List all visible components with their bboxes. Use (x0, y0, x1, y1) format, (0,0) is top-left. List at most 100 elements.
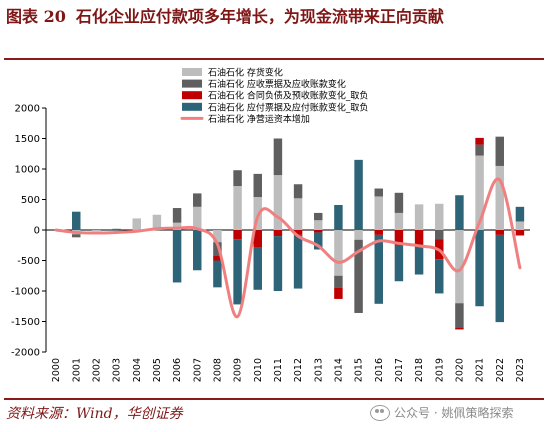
x-tick-label: 2022 (495, 358, 506, 382)
chart-axes: -2000 -1500 -1000 -500 0 500 1000 1500 2000 2000 2… (11, 104, 530, 382)
bar-segment (334, 275, 343, 288)
footer-divider (4, 398, 544, 400)
y-tick-label: 2000 (15, 104, 40, 115)
bar-segment (233, 230, 242, 240)
bar-segment (394, 245, 404, 282)
x-tick-label: 2019 (434, 358, 445, 382)
figure-title: 图表 20 石化企业应付款项多年增长，为现金流带来正向贡献 (6, 4, 546, 29)
x-tick-label: 2011 (273, 358, 284, 382)
x-tick-label: 2017 (394, 358, 405, 382)
bar-segment (273, 138, 283, 176)
y-tick-label: 0 (34, 226, 40, 237)
x-tick-label: 2009 (233, 358, 244, 382)
bar-segment (435, 203, 444, 230)
bar-segment (334, 204, 343, 230)
legend-swatch (182, 79, 202, 88)
bar-segment (233, 170, 242, 187)
x-tick-label: 2005 (152, 358, 163, 382)
bar-segment (72, 211, 81, 230)
x-tick-label: 2008 (212, 358, 223, 382)
bar-segment (515, 221, 525, 230)
bar-segment (213, 230, 222, 243)
bar-segment (112, 228, 121, 230)
bar-segment (515, 206, 525, 222)
chart-line (54, 177, 522, 319)
bar-segment (314, 230, 323, 233)
wechat-icon (370, 404, 390, 421)
bar-segment (314, 212, 323, 221)
bar-segment (414, 245, 424, 275)
bar-segment (374, 234, 383, 304)
bar-segment (273, 236, 283, 291)
x-tick-label: 2010 (253, 358, 264, 382)
bar-segment (515, 230, 525, 236)
legend-label: 石油石化 存货变化 (208, 67, 283, 79)
legend-swatch (182, 91, 202, 100)
bar-segment (253, 230, 262, 248)
bar-segment (293, 230, 303, 235)
y-tick-label: -1500 (11, 317, 40, 328)
bar-segment (213, 260, 222, 288)
x-tick-label: 2014 (333, 358, 344, 382)
bar-segment (394, 212, 404, 230)
bar-segment (495, 234, 504, 323)
legend-swatch (182, 102, 202, 111)
y-tick-label: 1000 (15, 165, 40, 176)
bar-segment (495, 136, 504, 166)
x-tick-label: 2023 (515, 358, 526, 382)
bar-segment (455, 327, 464, 330)
bar-segment (495, 165, 504, 230)
bar-segment (132, 218, 141, 230)
bar-segment (172, 222, 182, 230)
bar-segment (334, 230, 343, 276)
y-tick-label: 1500 (15, 134, 40, 145)
y-tick-label: 500 (21, 195, 40, 206)
title-divider (4, 58, 544, 60)
source-note: 资料来源：Wind，华创证券 (6, 406, 183, 422)
bar-segment (334, 287, 343, 299)
bar-segment (455, 303, 464, 328)
bar-segment (193, 230, 202, 271)
bar-segment (293, 184, 303, 199)
legend-label: 石油石化 应付票据及应付账款变化_取负 (208, 101, 368, 113)
x-tick-label: 2012 (293, 358, 304, 382)
y-tick-label: -2000 (11, 348, 40, 359)
bar-segment (213, 255, 222, 261)
bar-segment (475, 137, 484, 145)
bar-segment (354, 230, 363, 240)
x-tick-label: 2018 (414, 358, 425, 382)
bar-segment (455, 230, 464, 304)
x-tick-label: 2021 (475, 358, 486, 382)
x-tick-label: 2004 (132, 358, 143, 382)
bar-segment (475, 155, 484, 230)
bar-segment (354, 159, 363, 230)
x-tick-label: 2002 (91, 358, 102, 382)
bar-segment (314, 232, 323, 250)
x-tick-label: 2006 (172, 358, 183, 382)
y-tick-label: -500 (17, 256, 40, 267)
legend-label: 石油石化 合同负债及预收账款变化_取负 (208, 90, 368, 102)
bar-segment (152, 214, 162, 230)
x-tick-label: 2007 (192, 358, 203, 382)
bar-segment (495, 230, 504, 235)
figure-label: 图表 20 (6, 7, 66, 26)
watermark: 公众号 · 姚佩策略探索 (370, 404, 513, 421)
bar-segment (72, 234, 81, 238)
bar-segment (253, 247, 262, 290)
bar-segment (374, 196, 383, 230)
bar-segment (273, 230, 283, 237)
bar-segment (172, 230, 182, 283)
bar-segment (213, 242, 222, 256)
x-tick-label: 2000 (51, 358, 62, 382)
bar-segment (394, 192, 404, 213)
legend-swatch (182, 68, 202, 76)
bar-segment (253, 173, 262, 198)
bar-segment (435, 259, 444, 294)
x-tick-label: 2016 (374, 358, 385, 382)
bar-segment (193, 193, 202, 207)
bar-segment (293, 198, 303, 230)
bar-segment (414, 204, 424, 230)
bar-segment (233, 186, 242, 230)
